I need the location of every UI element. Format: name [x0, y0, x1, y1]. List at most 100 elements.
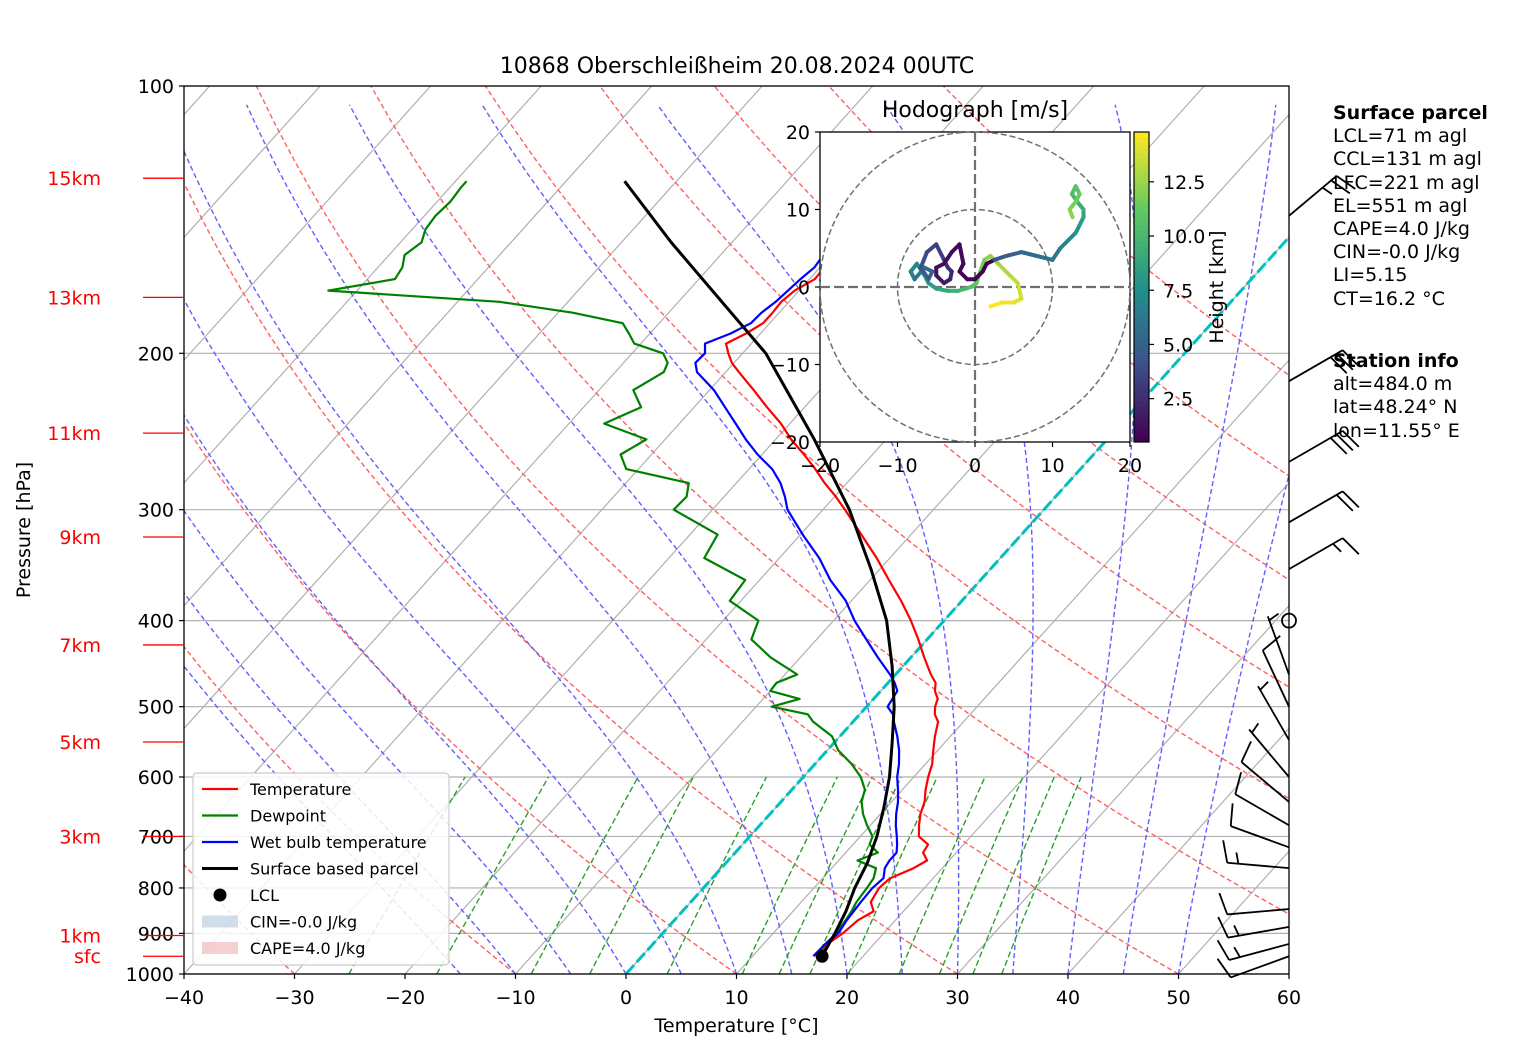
- barb-staff: [1240, 761, 1290, 803]
- colorbar-cell: [1134, 410, 1149, 417]
- barb-flag: [1330, 179, 1351, 195]
- hodo-y-tick-label: −20: [770, 432, 810, 454]
- series-layer: [327, 180, 940, 963]
- colorbar-cell: [1134, 152, 1149, 159]
- wind-barb: [1288, 490, 1360, 524]
- legend: Temperature Dewpoint Wet bulb temperature S…: [192, 772, 450, 966]
- wind-barb: [1229, 803, 1290, 849]
- y-tick-label: 300: [138, 500, 174, 522]
- legend-swatch: [202, 942, 238, 954]
- height-label: sfc: [74, 946, 101, 968]
- wind-barb: [1288, 430, 1360, 463]
- hodo-y-tick-label: 10: [786, 200, 810, 222]
- colorbar-cell: [1134, 172, 1149, 179]
- barb-flag: [1335, 175, 1356, 190]
- barb-staff: [1227, 861, 1290, 870]
- height-label: 13km: [47, 287, 101, 309]
- colorbar-cell: [1134, 260, 1149, 267]
- dry-adiabat-line: [370, 86, 1289, 915]
- colorbar-cell: [1134, 209, 1149, 216]
- colorbar-cell: [1134, 183, 1149, 190]
- barb-half-flag: [1322, 186, 1333, 195]
- axes-layer: −40 −30 −20 −10 0 10 20 30 40 50 60100090080070060…: [13, 76, 1301, 1037]
- colorbar-cell: [1134, 343, 1149, 350]
- moist-adiabat-line: [656, 104, 960, 974]
- parcel-line: [623, 180, 896, 957]
- x-tick-label: −30: [274, 987, 314, 1009]
- barb-staff: [1288, 537, 1344, 570]
- moist-adiabat-line: [184, 149, 738, 974]
- wind-barb: [1261, 635, 1290, 708]
- moist-adiabat-line: [245, 104, 793, 974]
- dry-adiabat-line: [828, 86, 1289, 477]
- colorbar-cell: [1134, 395, 1149, 402]
- colorbar-cell: [1134, 374, 1149, 381]
- mixing-ratio-line: [778, 776, 873, 974]
- colorbar-cell: [1134, 364, 1149, 371]
- moist-adiabat-line: [884, 104, 1034, 974]
- parcel-ct: CT=16.2 °C: [1333, 287, 1445, 310]
- colorbar-cell: [1134, 379, 1149, 386]
- barb-flag: [1218, 892, 1229, 915]
- barb-staff: [1234, 793, 1290, 827]
- colorbar-cell: [1134, 141, 1149, 148]
- hodo-y-tick-label: −10: [770, 355, 810, 377]
- mixing-ratio-line: [741, 776, 838, 974]
- mixing-ratio-line: [530, 776, 639, 974]
- y-tick-label: 900: [138, 923, 174, 945]
- parcel-lcl: LCL=71 m agl: [1333, 125, 1468, 148]
- colorbar-tick-label: 2.5: [1163, 389, 1193, 411]
- barb-staff: [1257, 685, 1290, 741]
- dewpoint-line: [327, 180, 879, 957]
- parcel-ccl: CCL=131 m agl: [1333, 148, 1482, 171]
- x-tick-label: 20: [835, 987, 859, 1009]
- colorbar-cell: [1134, 167, 1149, 174]
- colorbar-cell: [1134, 224, 1149, 231]
- wind-barb: [1266, 612, 1290, 675]
- hodograph-title: Hodograph [m/s]: [882, 98, 1068, 123]
- barb-staff: [1261, 650, 1290, 708]
- colorbar-frame: [1133, 131, 1150, 443]
- mixing-ratio-line: [847, 776, 938, 974]
- lcl-marker: [815, 949, 829, 963]
- colorbar-tick-label: 12.5: [1163, 172, 1205, 194]
- colorbar-cell: [1134, 162, 1149, 169]
- hodograph-segment: [1035, 254, 1055, 262]
- barb-flag: [1222, 840, 1229, 863]
- x-tick-label: 50: [1166, 987, 1190, 1009]
- colorbar-cell: [1134, 405, 1149, 412]
- legend-label: LCL: [250, 886, 279, 905]
- colorbar-cell: [1134, 234, 1149, 241]
- barb-staff: [1266, 615, 1290, 675]
- moist-adiabat-line: [1122, 104, 1277, 974]
- hodograph: −20 −10 0 10 20 −20 −10 0 10 20 Hodograph [m/s] 2.5…: [770, 98, 1228, 477]
- colorbar-cell: [1134, 400, 1149, 407]
- hodograph-segment: [1050, 246, 1063, 262]
- colorbar-cell: [1134, 302, 1149, 309]
- colorbar-cell: [1134, 255, 1149, 262]
- barb-flag: [1216, 958, 1232, 978]
- hodograph-segment: [918, 265, 931, 282]
- hodo-x-tick-label: −10: [877, 455, 917, 477]
- barb-flag: [1335, 353, 1354, 371]
- wind-barb: [1217, 916, 1290, 939]
- mixing-ratio-line: [1001, 776, 1082, 974]
- hodo-y-tick-label: 20: [786, 122, 810, 144]
- colorbar-tick-label: 7.5: [1163, 280, 1193, 302]
- y-tick-label: 700: [138, 826, 174, 848]
- station-lon: lon=11.55° E: [1333, 419, 1460, 442]
- colorbar-cell: [1134, 276, 1149, 283]
- wind-barb: [1288, 349, 1360, 382]
- wind-barb: [1288, 175, 1356, 217]
- barb-half-flag: [1233, 925, 1240, 937]
- hodograph-segment: [942, 250, 954, 266]
- height-label: 11km: [47, 423, 101, 445]
- colorbar-cell: [1134, 240, 1149, 247]
- colorbar-cell: [1134, 322, 1149, 329]
- mixing-ratio-line: [898, 776, 986, 974]
- y-tick-label: 1000: [126, 964, 174, 986]
- hodograph-segment: [1004, 250, 1024, 258]
- isotherm-line: [184, 86, 653, 607]
- y-tick-label: 400: [138, 611, 174, 633]
- height-label: 1km: [59, 926, 101, 948]
